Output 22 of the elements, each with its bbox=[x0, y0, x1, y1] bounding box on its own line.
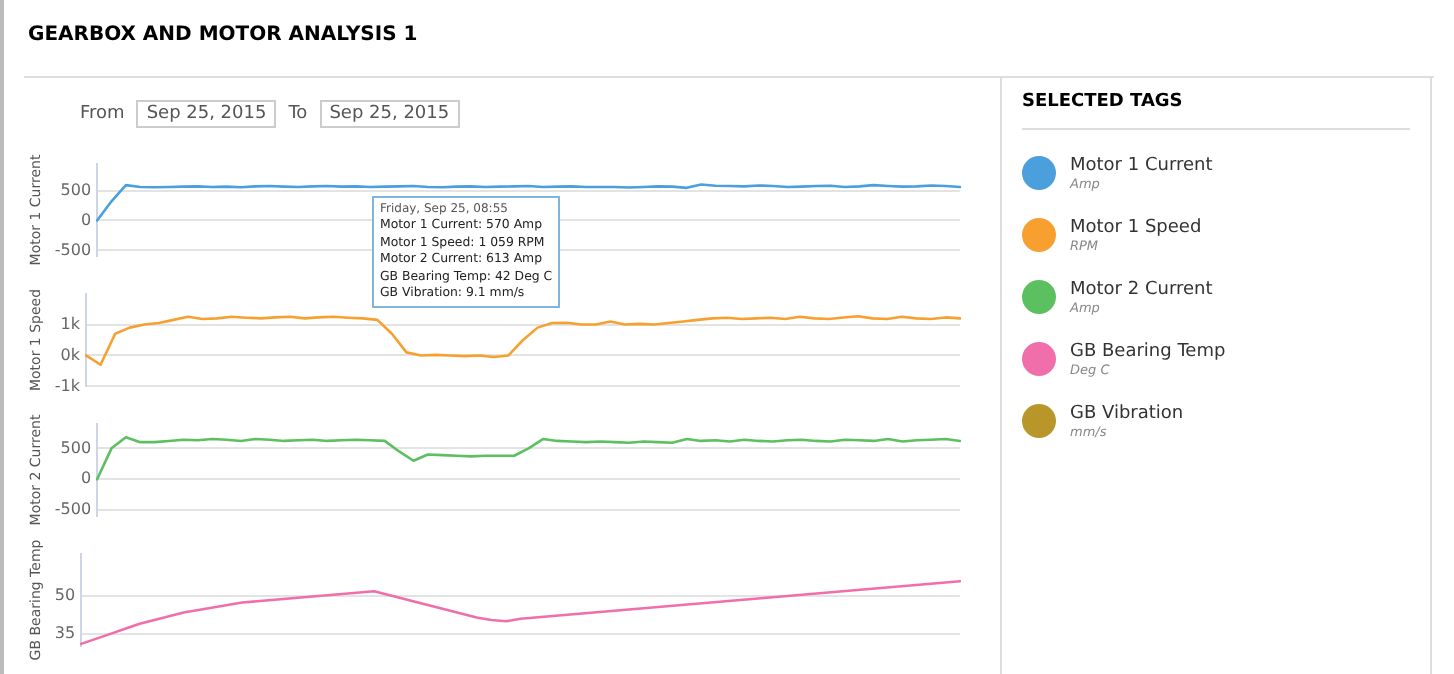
category-label: GB Bearing Temp bbox=[1070, 341, 1226, 361]
category-label: GB Vibration bbox=[1070, 403, 1184, 423]
y-tick-label: 0 bbox=[80, 210, 92, 229]
y-tick-label: 1k bbox=[60, 314, 81, 333]
y-tick-label: -500 bbox=[54, 240, 92, 259]
text: SELECTED TAGS bbox=[1022, 76, 1410, 130]
category-label: Motor 1 Speed bbox=[1070, 217, 1202, 237]
chart-title: GEARBOX AND MOTOR ANALYSIS 1 bbox=[28, 24, 418, 46]
y-tick-label: -1k bbox=[54, 376, 81, 395]
text: From bbox=[80, 104, 125, 124]
category-label: Motor 1 Current bbox=[1070, 155, 1213, 175]
y-tick-label: 500 bbox=[60, 438, 92, 457]
y-tick-label: 50 bbox=[54, 586, 76, 605]
y-tick-label: -500 bbox=[54, 500, 92, 519]
text: Sep 25, 2015 bbox=[136, 100, 277, 128]
text: Sep 25, 2015 bbox=[319, 100, 460, 128]
y-tick-label: 35 bbox=[54, 624, 76, 643]
category-label: Motor 2 Current bbox=[1070, 279, 1213, 299]
y-tick-label: 0 bbox=[80, 469, 92, 488]
y-tick-label: 500 bbox=[60, 180, 92, 199]
text: To bbox=[288, 104, 308, 124]
y-tick-label: 0k bbox=[60, 345, 81, 364]
